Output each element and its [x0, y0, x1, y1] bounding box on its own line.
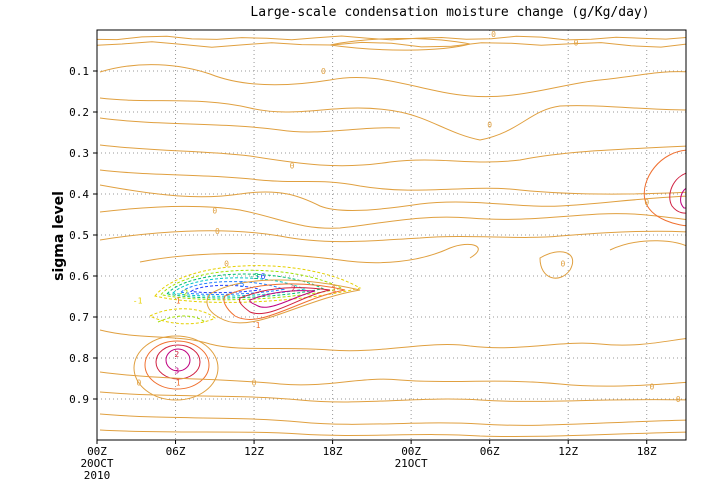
contour-zero-top-a	[97, 35, 686, 41]
contour-zero-core	[206, 279, 361, 324]
x-tick-label-0: 00Z	[87, 445, 107, 458]
contour-zero-15	[99, 429, 686, 438]
contour-pos-2-core	[239, 287, 331, 314]
contour-label-15: -2	[179, 288, 189, 297]
contour-pos-1-core	[223, 283, 346, 320]
contour-zero-top-cell	[329, 38, 471, 51]
y-tick-label-7: 0.8	[69, 352, 89, 365]
y-tick-label-6: 0.7	[69, 311, 89, 324]
contour-label-17: -5	[235, 280, 245, 289]
contour-label-2: 0	[321, 67, 326, 76]
contour-label-9: 0	[224, 260, 229, 269]
contour-neg-2-b	[157, 315, 206, 323]
contour-zero-02	[99, 97, 686, 141]
contour-pos-3-cell	[165, 348, 191, 372]
contour-zero-09	[139, 243, 479, 264]
contour-label-5: 0	[212, 206, 217, 215]
y-axis-label: sigma level	[51, 191, 67, 281]
contour-label-10: 0	[136, 379, 141, 388]
y-tick-label-0: 0.1	[69, 65, 89, 78]
y-tick-label-2: 0.3	[69, 147, 89, 160]
contour-label-24: 2	[174, 350, 179, 359]
contour-neg-3	[166, 273, 325, 299]
x-tick-label-3: 18Z	[323, 445, 343, 458]
contour-zero-06	[99, 184, 686, 211]
contour-label-11: 0	[252, 379, 257, 388]
contour-label-23: 2	[291, 284, 296, 293]
chart-title: Large-scale condensation moisture change…	[250, 5, 649, 20]
x-tick-label-2: 12Z	[244, 445, 264, 458]
x-tick-label-7: 18Z	[637, 445, 657, 458]
x-tick-year-0: 2010	[84, 469, 111, 482]
contour-neg-1-b	[148, 308, 216, 325]
contour-zero-13	[99, 391, 686, 403]
contour-label-22: 1	[176, 379, 181, 388]
contour-zero-07	[99, 205, 686, 229]
contour-zero-08	[99, 230, 686, 243]
contour-zero-11	[609, 240, 686, 251]
contour-neg-4	[171, 277, 306, 297]
contour-pos-3-edge	[680, 187, 686, 209]
contour-pos-2-cell	[155, 344, 201, 380]
contour-label-20: 1	[331, 284, 336, 293]
contour-zero-05	[99, 169, 686, 195]
contour-zero-12	[99, 371, 686, 387]
contour-label-7: 0	[561, 260, 566, 269]
contour-label-21: 1	[256, 321, 261, 330]
y-tick-label-5: 0.6	[69, 270, 89, 283]
contour-zero-10	[539, 251, 574, 279]
contour-pos-3-core	[249, 290, 316, 308]
y-tick-label-8: 0.9	[69, 393, 89, 406]
contour-label-16: -3	[249, 272, 259, 281]
contour-zero-top-b	[97, 41, 686, 48]
contour-label-12: 0	[650, 383, 655, 392]
contour-zero-03	[99, 117, 401, 133]
contour-label-13: 0	[676, 395, 681, 404]
x-tick-label-4: 00Z	[401, 445, 421, 458]
contour-label-8: 0	[644, 198, 649, 207]
y-tick-label-4: 0.5	[69, 229, 89, 242]
y-tick-label-1: 0.2	[69, 106, 89, 119]
contour-label-1: 0	[491, 30, 496, 39]
y-axis: 0.1 0.2 0.3 0.4 0.5 0.6 0.7 0.8 0.9	[69, 65, 97, 406]
contour-neg-1	[154, 265, 362, 303]
contour-pos-1-edge	[643, 149, 686, 227]
x-tick-date-0: 20OCT	[80, 457, 113, 470]
contour-lines	[97, 35, 686, 438]
contour-label-4: 0	[290, 161, 295, 170]
contour-zero-16	[99, 329, 686, 352]
contour-label-19: 1	[176, 297, 181, 306]
contour-neg-6	[189, 284, 261, 294]
contour-neg-2	[160, 269, 343, 301]
contour-zero-01	[99, 64, 686, 98]
contour-labels: 0 0 0 0 0 0 0 0 0 0 0 0 0 0 -1 -2 -3 -5 -6 1 1 1 1 2 2 3	[133, 30, 681, 404]
contour-neg-5	[179, 281, 286, 295]
x-tick-label-1: 06Z	[166, 445, 186, 458]
contour-zero-04	[99, 144, 686, 167]
contour-label-18: -6	[256, 272, 266, 281]
y-tick-label-3: 0.4	[69, 188, 89, 201]
x-tick-label-6: 12Z	[558, 445, 578, 458]
contour-label-3: 0	[487, 120, 492, 129]
x-tick-label-5: 06Z	[480, 445, 500, 458]
contour-label-14: -1	[133, 297, 143, 306]
contour-pos-1-cell	[144, 340, 210, 390]
contour-label-25: 3	[174, 366, 179, 375]
contour-zero-cell	[133, 335, 219, 401]
contour-label-6: 0	[215, 227, 220, 236]
contour-zero-14	[99, 413, 686, 426]
x-tick-date-4: 21OCT	[395, 457, 428, 470]
contour-label-0: 0	[574, 38, 579, 47]
